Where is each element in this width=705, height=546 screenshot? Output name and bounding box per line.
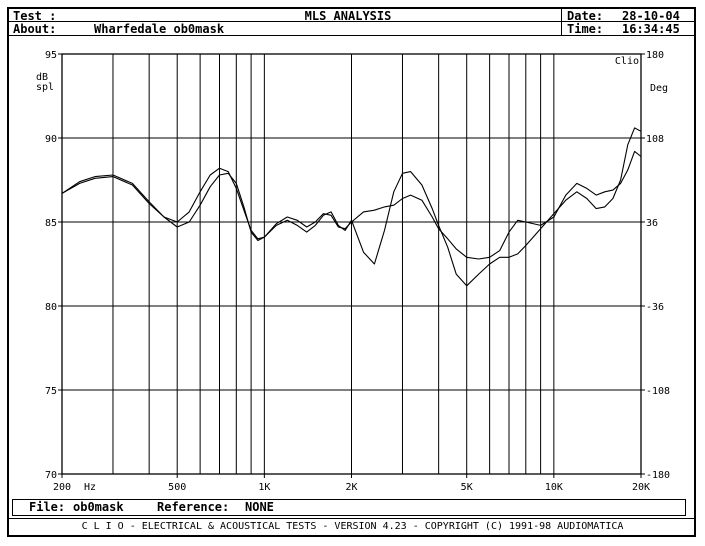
y2-tick-label: -180 (646, 470, 670, 481)
file-label: File: (29, 500, 66, 514)
header-bottom-divider (9, 35, 696, 36)
x-tick-label: 20K (632, 482, 650, 493)
date-label: Date: (567, 9, 604, 23)
x-tick-label: 5K (461, 482, 473, 493)
y-tick-label: 70 (45, 470, 57, 481)
reference-value: NONE (245, 500, 274, 514)
x-axis-label: Hz (84, 482, 96, 493)
y2-tick-label: -36 (646, 302, 664, 313)
y-tick-label: 75 (45, 386, 57, 397)
header-divider (9, 21, 696, 22)
header-column-divider (561, 9, 562, 35)
y-tick-label: 85 (45, 218, 57, 229)
date-value: 28-10-04 (622, 9, 680, 23)
corner-label: Clio (615, 56, 639, 67)
footer-divider (9, 518, 696, 519)
y-tick-label: 90 (45, 134, 57, 145)
y2-tick-label: 36 (646, 218, 658, 229)
time-label: Time: (567, 22, 604, 36)
y-axis-label: spl (36, 82, 54, 93)
file-value: ob0mask (73, 500, 124, 514)
y-tick-label: 80 (45, 302, 57, 313)
series-line-1 (61, 150, 642, 260)
axis-labels: 70 75 80 85 90 95 -180 -108 -36 36 108 180 200 500 1K 2… (36, 50, 670, 493)
series (61, 127, 642, 287)
y-axis-label: dB (36, 72, 48, 83)
about-value: Wharfedale ob0mask (94, 22, 225, 36)
series-line-2 (61, 127, 642, 287)
y-tick-label: 95 (45, 50, 57, 61)
x-tick-label: 1K (258, 482, 270, 493)
analysis-title: MLS ANALYSIS (304, 9, 392, 23)
y2-axis-label: Deg (650, 83, 668, 94)
x-tick-label: 10K (545, 482, 563, 493)
reference-label: Reference: (157, 500, 230, 514)
y2-tick-label: 108 (646, 134, 664, 145)
time-value: 16:34:45 (622, 22, 680, 36)
test-label: Test : (13, 9, 57, 23)
y2-tick-label: -108 (646, 386, 670, 397)
x-tick-label: 200 (53, 482, 71, 493)
y2-tick-label: 180 (646, 50, 664, 61)
about-label: About: (13, 22, 57, 36)
x-tick-label: 500 (168, 482, 186, 493)
window-frame (7, 7, 696, 537)
grid (62, 54, 641, 474)
x-tick-label: 2K (345, 482, 357, 493)
footer-credits: C L I O - ELECTRICAL & ACOUSTICAL TESTS … (81, 521, 624, 532)
file-info-bar: File: ob0mask Reference: NONE (12, 499, 686, 516)
